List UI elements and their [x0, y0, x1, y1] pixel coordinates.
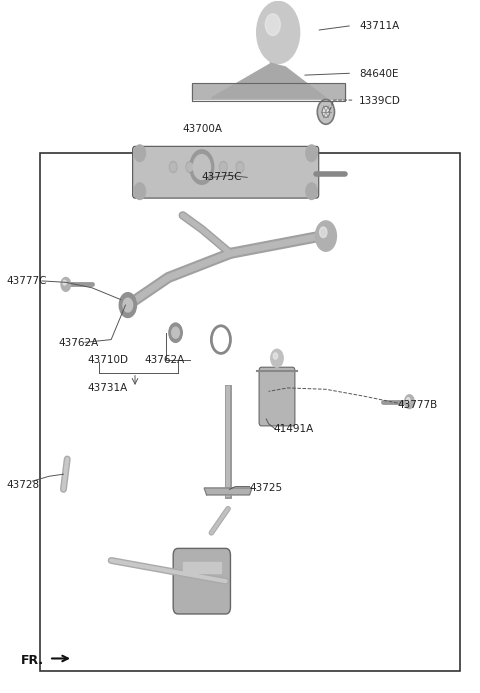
- Circle shape: [203, 161, 210, 173]
- Circle shape: [119, 292, 136, 317]
- Text: 43762A: 43762A: [144, 356, 185, 365]
- Circle shape: [193, 155, 210, 179]
- Text: 41491A: 41491A: [274, 424, 313, 435]
- Circle shape: [169, 323, 182, 342]
- Circle shape: [63, 280, 66, 285]
- Text: 1339CD: 1339CD: [360, 96, 401, 107]
- Circle shape: [306, 183, 317, 200]
- Text: 43725: 43725: [250, 483, 283, 493]
- Circle shape: [408, 399, 413, 407]
- FancyBboxPatch shape: [132, 146, 319, 198]
- Text: 43775C: 43775C: [202, 173, 242, 182]
- Text: 43700A: 43700A: [183, 124, 223, 134]
- Circle shape: [61, 277, 71, 291]
- Circle shape: [306, 145, 317, 161]
- Text: 43710D: 43710D: [87, 356, 128, 365]
- Polygon shape: [183, 562, 221, 572]
- Circle shape: [169, 161, 177, 173]
- Circle shape: [236, 161, 244, 173]
- Polygon shape: [192, 85, 345, 99]
- Circle shape: [317, 99, 335, 124]
- Circle shape: [322, 230, 334, 248]
- Polygon shape: [270, 60, 277, 67]
- Circle shape: [315, 221, 336, 252]
- FancyBboxPatch shape: [259, 367, 295, 426]
- Circle shape: [186, 161, 194, 173]
- FancyBboxPatch shape: [173, 548, 230, 614]
- Circle shape: [134, 183, 145, 200]
- Text: 43777C: 43777C: [6, 276, 47, 286]
- Circle shape: [170, 163, 176, 171]
- Circle shape: [64, 281, 70, 290]
- Text: FR.: FR.: [21, 654, 44, 667]
- Circle shape: [271, 349, 283, 367]
- Circle shape: [187, 163, 193, 171]
- Circle shape: [257, 1, 300, 64]
- Circle shape: [275, 355, 282, 365]
- Polygon shape: [204, 488, 252, 495]
- Polygon shape: [211, 64, 326, 98]
- Text: 84640E: 84640E: [360, 69, 399, 79]
- Text: 43762A: 43762A: [59, 338, 99, 348]
- Circle shape: [265, 14, 280, 35]
- Circle shape: [273, 353, 277, 359]
- Circle shape: [123, 298, 132, 312]
- Circle shape: [320, 227, 327, 238]
- Circle shape: [172, 327, 180, 338]
- Circle shape: [322, 106, 330, 117]
- Text: 43728: 43728: [6, 480, 39, 489]
- Circle shape: [190, 150, 214, 184]
- Circle shape: [134, 145, 145, 161]
- Bar: [39, 153, 459, 671]
- Circle shape: [219, 161, 227, 173]
- Circle shape: [220, 163, 226, 171]
- Circle shape: [204, 163, 209, 171]
- Circle shape: [237, 163, 243, 171]
- Text: 43777B: 43777B: [397, 400, 438, 410]
- Text: 43731A: 43731A: [87, 383, 128, 393]
- Circle shape: [407, 398, 410, 403]
- Circle shape: [405, 395, 414, 409]
- Text: 43711A: 43711A: [360, 21, 399, 30]
- Polygon shape: [271, 64, 276, 67]
- Circle shape: [270, 20, 295, 58]
